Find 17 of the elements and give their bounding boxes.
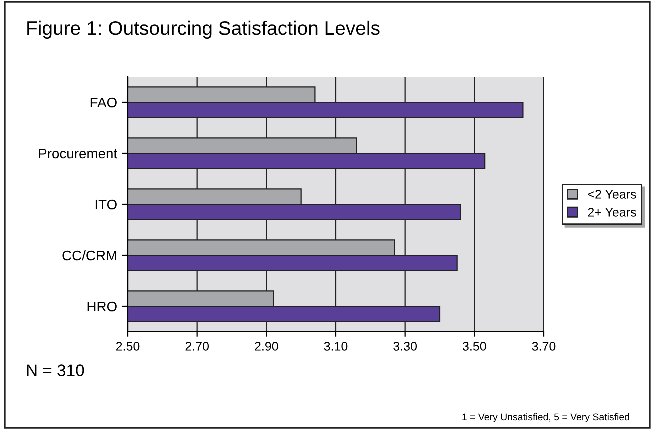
legend-label: 2+ Years (588, 208, 636, 217)
x-tick-label: 2.70 (186, 342, 210, 351)
x-tick-label: 3.10 (324, 342, 348, 351)
y-tick-label: Procurement (39, 148, 118, 159)
chart-title: Figure 1: Outsourcing Satisfaction Levels (28, 20, 380, 40)
text: 1 = Very Unsatisfied, 5 = Very Satisfied (462, 413, 630, 423)
x-tick-label: 3.50 (462, 342, 486, 351)
legend-label: <2 Years (588, 190, 636, 199)
x-tick-label: 3.30 (394, 342, 418, 351)
x-tick-label: 3.70 (532, 342, 556, 351)
y-tick-label: FAO (90, 98, 117, 108)
text: N = 310 (27, 364, 84, 376)
y-tick-label: CC/CRM (62, 250, 116, 261)
y-tick-label: ITO (96, 200, 117, 210)
x-tick-label: 2.50 (116, 342, 140, 351)
x-tick-label: 2.90 (255, 342, 278, 351)
y-tick-label: HRO (88, 302, 117, 312)
